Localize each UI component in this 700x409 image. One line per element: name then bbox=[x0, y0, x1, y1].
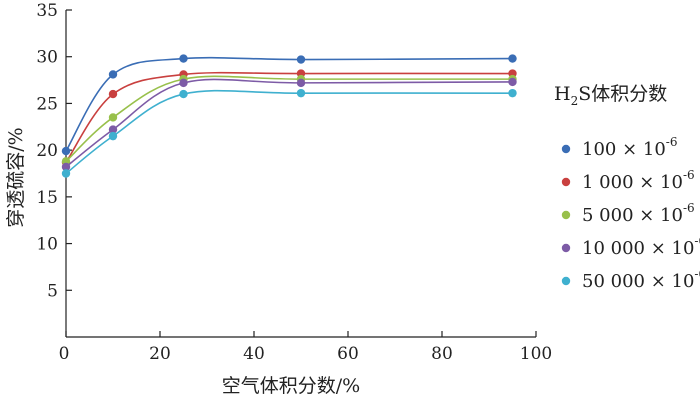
data-point-s5-2 bbox=[108, 131, 118, 141]
y-tick-label: 20 bbox=[36, 141, 58, 161]
legend-marker-2 bbox=[561, 177, 571, 187]
y-tick-label: 35 bbox=[36, 1, 58, 21]
axes: 0 20 40 60 80 100 5 10 15 20 25 30 35 空气体积分数/% 穿透硫容/% bbox=[5, 1, 552, 397]
data-point-s5-3 bbox=[179, 89, 188, 99]
y-tick-label: 10 bbox=[36, 235, 58, 255]
data-point-s4-3 bbox=[179, 78, 188, 88]
x-tick-label: 60 bbox=[337, 344, 359, 364]
legend-marker-3 bbox=[561, 210, 571, 220]
data-point-s4-5 bbox=[508, 77, 517, 87]
y-tick-label: 5 bbox=[47, 281, 58, 301]
data-point-s5-4 bbox=[296, 88, 306, 98]
data-point-s5-5 bbox=[508, 88, 517, 98]
legend-marker-5 bbox=[561, 276, 571, 286]
legend-label-1: 100 × 10-6 bbox=[582, 135, 678, 160]
legend-marker-4 bbox=[561, 243, 571, 253]
data-point-s5-1 bbox=[61, 169, 71, 178]
legend: H2S体积分数 100 × 10-6 1 000 × 10-6 5 000 × 10-… bbox=[554, 83, 700, 292]
legend-label-3: 5 000 × 10-6 bbox=[582, 201, 695, 226]
legend-label-4: 10 000 × 10-6 bbox=[582, 234, 700, 259]
series-group bbox=[61, 54, 517, 178]
legend-label-2: 1 000 × 10-6 bbox=[582, 168, 695, 193]
y-tick-label: 30 bbox=[36, 48, 58, 68]
data-point-s4-2 bbox=[108, 125, 118, 134]
x-tick-label: 100 bbox=[520, 344, 552, 364]
series-line-1 bbox=[65, 56, 513, 152]
data-point-s1-4 bbox=[296, 55, 306, 64]
data-point-s1-3 bbox=[179, 54, 188, 63]
data-point-s4-1 bbox=[61, 162, 71, 172]
x-tick-label: 40 bbox=[243, 344, 265, 364]
legend-label-5: 50 000 × 10-6 bbox=[582, 267, 700, 292]
data-point-s1-1 bbox=[61, 146, 71, 156]
series-line-3 bbox=[65, 75, 513, 162]
y-tick-label: 15 bbox=[36, 188, 58, 208]
series-line-2 bbox=[65, 71, 513, 163]
x-tick-label: 80 bbox=[431, 344, 453, 364]
x-axis-title: 空气体积分数/% bbox=[222, 375, 360, 397]
data-point-s3-2 bbox=[108, 113, 118, 122]
data-point-s1-5 bbox=[508, 54, 517, 63]
y-tick-label: 25 bbox=[36, 94, 58, 114]
data-point-s4-4 bbox=[296, 78, 306, 88]
data-point-s2-2 bbox=[108, 89, 118, 99]
data-point-s1-2 bbox=[108, 70, 118, 79]
legend-title: H2S体积分数 bbox=[554, 83, 667, 108]
legend-marker-1 bbox=[561, 144, 571, 154]
y-axis-title: 穿透硫容/% bbox=[5, 127, 27, 227]
x-tick-label: 20 bbox=[149, 344, 171, 364]
x-tick-label: 0 bbox=[59, 344, 70, 364]
